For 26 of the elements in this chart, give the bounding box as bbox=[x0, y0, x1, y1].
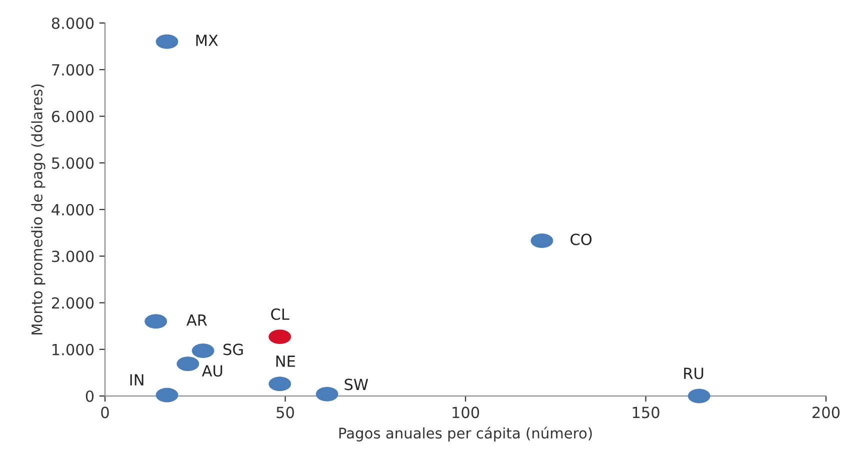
y-tick-label: 5.000 bbox=[52, 157, 94, 169]
y-tick-label: 3.000 bbox=[52, 250, 94, 262]
x-tick-label: 150 bbox=[632, 406, 660, 418]
series-label: NE bbox=[276, 356, 295, 367]
series-label: RU bbox=[684, 368, 704, 380]
y-tick-label: 4.000 bbox=[52, 204, 94, 216]
y-axis-title: Monto promedio de pago (dólares) bbox=[30, 84, 46, 334]
y-tick-label: 6.000 bbox=[52, 110, 94, 122]
series-label: AR bbox=[186, 314, 208, 326]
y-tick-label: 1.000 bbox=[52, 344, 94, 356]
y-tick-label: 2.000 bbox=[52, 297, 94, 309]
series-label: SW bbox=[344, 378, 368, 390]
x-tick-label: 0 bbox=[101, 406, 109, 418]
y-tick-label: 8.000 bbox=[52, 17, 94, 30]
x-tick-label: 100 bbox=[452, 406, 480, 418]
series-label: SG bbox=[224, 344, 243, 356]
series-label: AU bbox=[202, 365, 222, 377]
x-tick-label: 200 bbox=[812, 406, 840, 418]
x-axis-title: Pagos anuales per cápita (número) bbox=[339, 426, 592, 442]
series-label: CL bbox=[271, 308, 290, 320]
y-tick-label: 0 bbox=[86, 390, 94, 402]
y-tick-label: 7.000 bbox=[52, 64, 94, 76]
x-tick-label: 50 bbox=[276, 406, 294, 418]
series-label: CO bbox=[570, 234, 592, 246]
series-label: MX bbox=[196, 34, 218, 46]
series-label: IN bbox=[130, 374, 144, 386]
